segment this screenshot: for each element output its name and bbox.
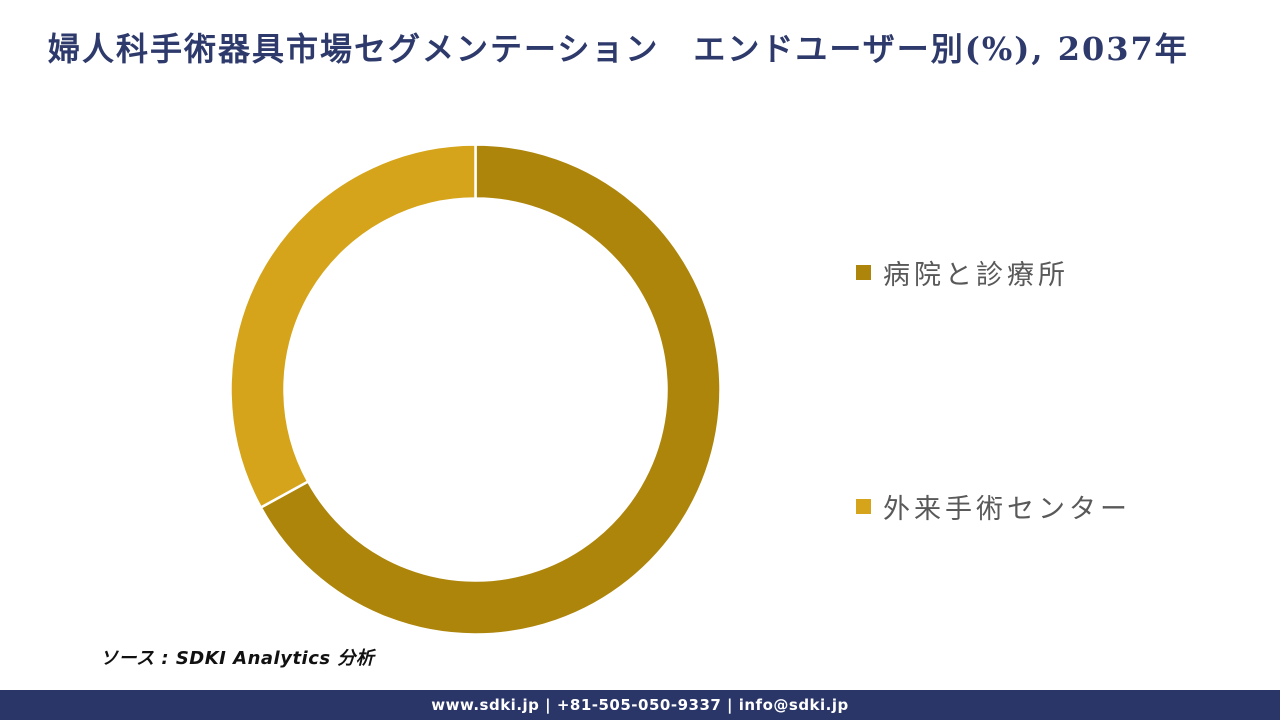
source-note: ソース : SDKI Analytics 分析 [100,648,375,669]
legend-marker-ambulatory-surgery-centers-icon [856,499,871,514]
footer-contact-text: www.sdki.jp | +81-505-050-9337 | info@sd… [431,696,849,714]
footer-bar: www.sdki.jp | +81-505-050-9337 | info@sd… [0,690,1280,720]
chart-title: 婦人科手術器具市場セグメンテーション エンドユーザー別(%), 2037年 [48,30,1189,68]
legend-marker-hospitals-clinics-icon [856,265,871,280]
legend-label-ambulatory-surgery-centers: 外来手術センター [883,494,1131,525]
donut-segment-2 [229,143,477,510]
donut-chart-svg [229,143,722,636]
legend-item-hospitals-clinics: 病院と診療所 [856,253,1069,292]
legend-item-ambulatory-surgery-centers: 外来手術センター [856,487,1131,526]
legend-label-hospitals-clinics: 病院と診療所 [883,260,1069,291]
donut-chart [228,142,723,637]
donut-segment-1 [259,143,722,636]
